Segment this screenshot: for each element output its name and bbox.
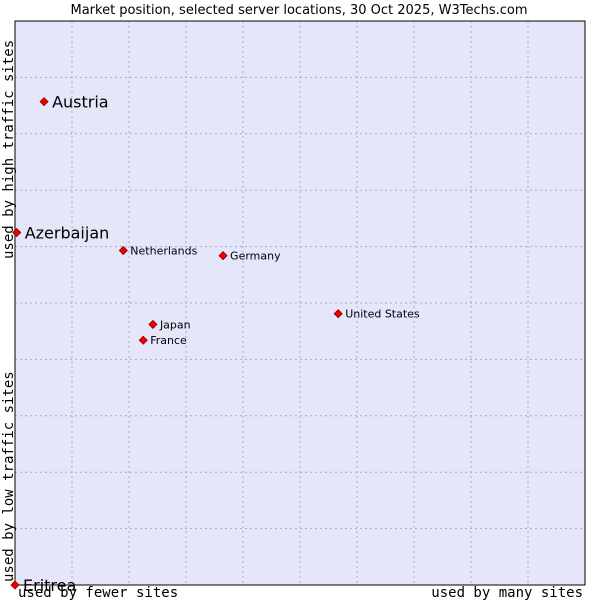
point-japan: Japan [148,318,191,331]
y-axis-label-bottom: used by low traffic sites [1,371,17,582]
point-marker-azerbaijan [12,227,22,238]
x-axis-label-right: used by many sites [431,585,583,600]
point-label-austria: Austria [52,93,109,112]
point-label-france: France [150,334,187,347]
point-label-united-states: United States [345,308,420,321]
grid-lines [15,21,585,585]
chart-title: Market position, selected server locatio… [70,3,527,18]
point-marker-france [138,335,148,345]
point-marker-germany [218,251,228,261]
point-germany: Germany [218,250,281,263]
x-axis-label-left: used by fewer sites [18,585,178,600]
point-label-germany: Germany [230,250,281,263]
point-netherlands: Netherlands [118,245,198,258]
y-axis-label-top: used by high traffic sites [1,40,17,259]
point-marker-austria [39,97,49,107]
point-label-japan: Japan [159,318,191,331]
point-austria: Austria [39,93,109,112]
point-marker-eritrea [10,580,20,590]
point-france: France [138,334,187,347]
point-united-states: United States [333,308,420,321]
plot-border [14,20,586,586]
point-label-eritrea: Eritrea [23,576,76,595]
point-eritrea: Eritrea [10,576,76,595]
point-label-azerbaijan: Azerbaijan [25,224,110,243]
point-marker-japan [148,319,158,329]
point-label-netherlands: Netherlands [130,245,197,258]
point-marker-united-states [333,309,343,319]
point-azerbaijan: Azerbaijan [12,224,110,243]
point-marker-netherlands [118,245,128,256]
data-points: Austria Azerbaijan Eritrea Netherlands Germa… [10,93,420,595]
